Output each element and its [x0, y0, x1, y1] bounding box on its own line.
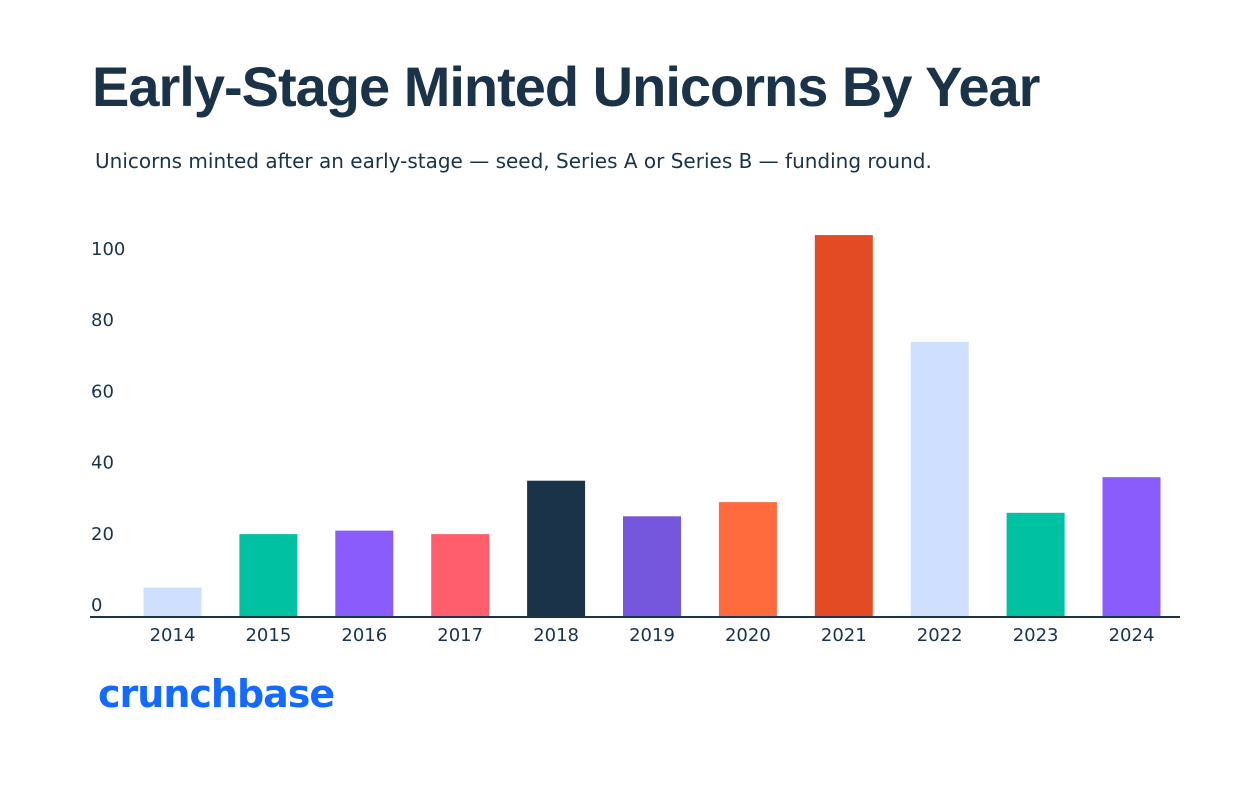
y-axis-ticks: 0 20 40 60 80 100 [91, 239, 125, 616]
bars [143, 235, 1161, 616]
bar-2021 [814, 235, 873, 616]
x-tick-label: 2019 [629, 625, 675, 646]
bar-2016 [335, 530, 394, 616]
bar-2017 [431, 534, 490, 616]
y-tick-label: 80 [91, 310, 114, 331]
x-tick-label: 2021 [821, 625, 867, 646]
x-tick-label: 2015 [245, 625, 291, 646]
bar-2020 [718, 502, 777, 616]
y-tick-label: 0 [91, 595, 102, 616]
bar-2018 [527, 480, 586, 616]
x-tick-label: 2017 [437, 625, 483, 646]
chart-title: Early-Stage Minted Unicorns By Year [92, 55, 1040, 118]
bar-2019 [623, 516, 681, 616]
chart-subtitle: Unicorns minted after an early-stage — s… [95, 149, 932, 173]
bar-2015 [239, 534, 298, 616]
x-axis-ticks: 2014 2015 2016 2017 2018 2019 2020 2021 2022 2023… [150, 625, 1155, 646]
x-tick-label: 2018 [533, 625, 579, 646]
bar-2024 [1102, 477, 1161, 616]
y-tick-label: 100 [91, 239, 125, 260]
y-tick-label: 40 [91, 453, 114, 474]
x-tick-label: 2022 [917, 625, 963, 646]
y-tick-label: 60 [91, 381, 114, 402]
bar-2022 [910, 341, 969, 616]
x-tick-label: 2014 [150, 625, 196, 646]
x-tick-label: 2016 [341, 625, 387, 646]
x-tick-label: 2023 [1013, 625, 1059, 646]
x-tick-label: 2020 [725, 625, 771, 646]
y-tick-label: 20 [91, 524, 114, 545]
crunchbase-logo: crunchbase [98, 672, 335, 716]
x-tick-label: 2024 [1109, 625, 1155, 646]
bar-2023 [1006, 512, 1065, 616]
bar-2014 [143, 587, 202, 616]
